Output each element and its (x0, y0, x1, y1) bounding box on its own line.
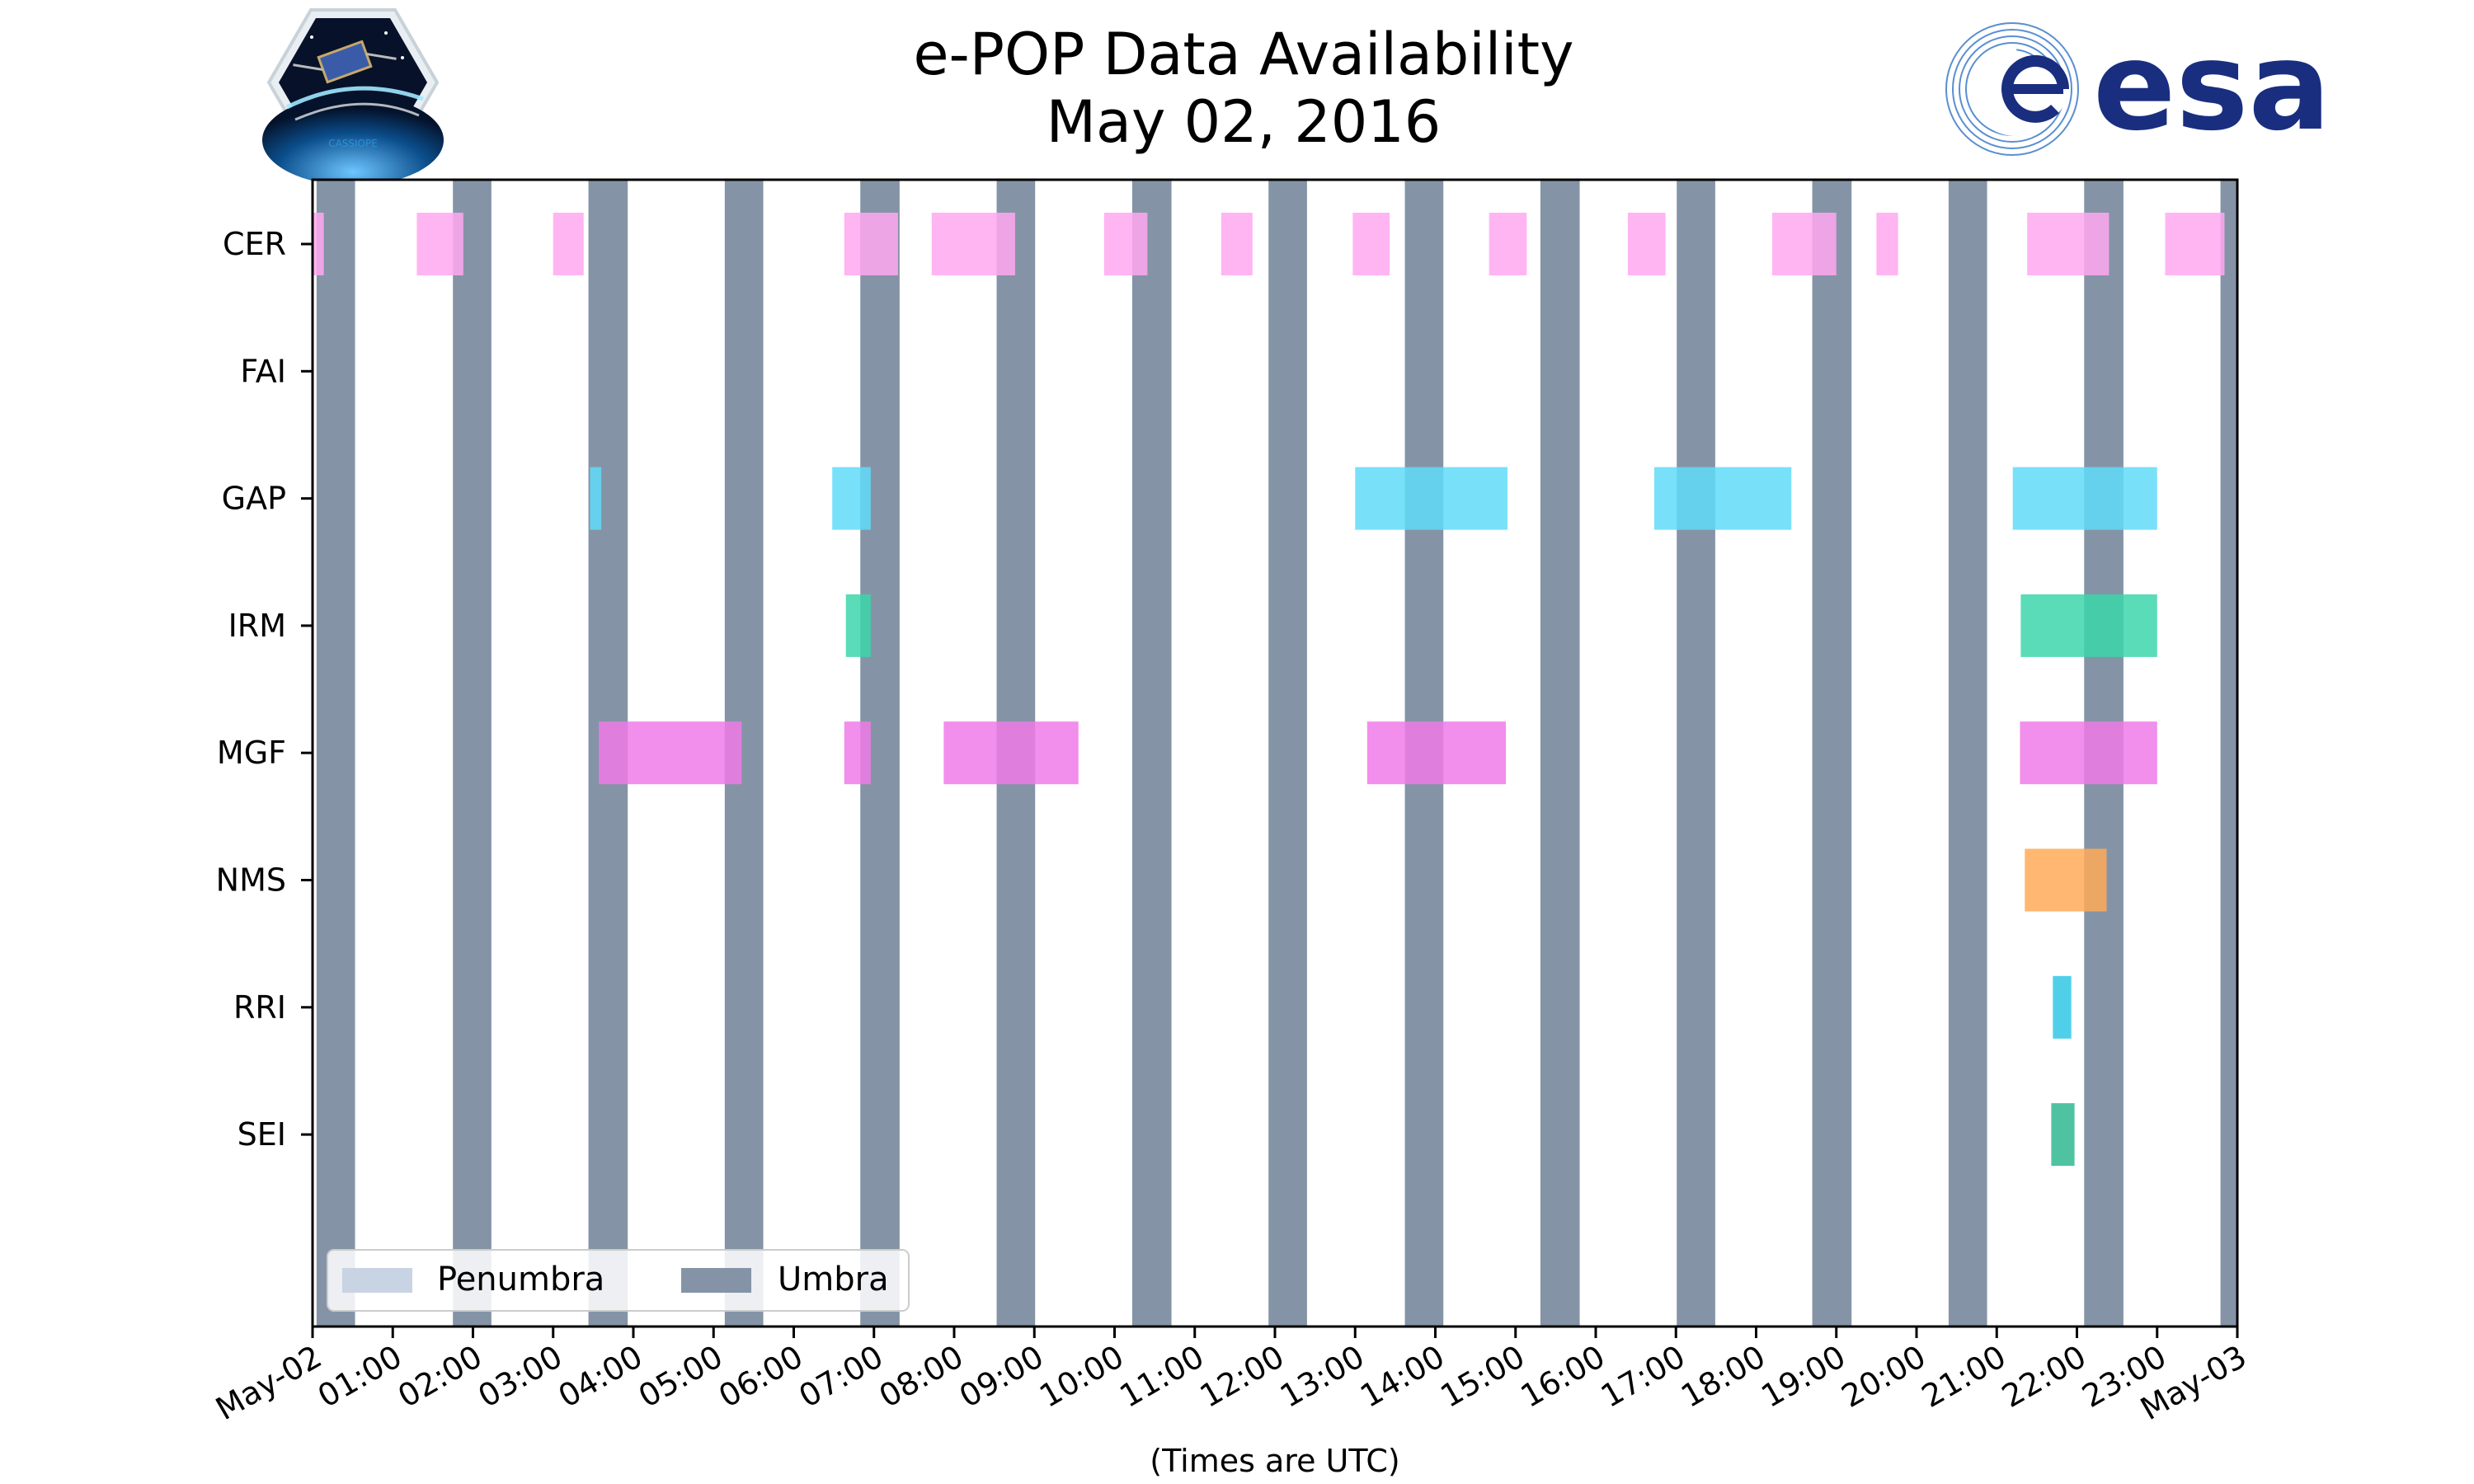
umbra-band (2220, 180, 2237, 1327)
data-bar-cer (313, 213, 324, 275)
y-tick-label: MGF (217, 735, 286, 771)
y-tick-label: SEI (238, 1116, 286, 1153)
data-bar-irm (2020, 594, 2157, 657)
data-bar-mgf (943, 721, 1079, 785)
data-bar-cer (1221, 213, 1253, 275)
legend: Penumbra Umbra (327, 1249, 910, 1312)
legend-umbra-label: Umbra (778, 1261, 889, 1298)
x-tick-label: 13:00 (1274, 1338, 1371, 1415)
y-tick-label: GAP (222, 481, 286, 517)
x-tick-label: 09:00 (953, 1338, 1050, 1415)
data-bar-cer (1876, 213, 1898, 275)
data-bar-cer (1771, 213, 1837, 275)
y-tick-label: CER (223, 226, 286, 262)
chart-title-line1: e-POP Data Availability (913, 21, 1573, 88)
x-tick-label: 21:00 (1916, 1338, 2012, 1415)
cassiope-logo-text: CASSIOPE (328, 138, 378, 149)
x-axis-label: (Times are UTC) (1150, 1443, 1399, 1479)
umbra-band (1948, 180, 1987, 1327)
esa-logo: esa (1945, 16, 2331, 157)
legend-penumbra-label: Penumbra (437, 1261, 604, 1298)
umbra-band (1268, 180, 1307, 1327)
data-bar-cer (416, 213, 463, 275)
legend-penumbra-swatch (342, 1268, 412, 1293)
data-bar-rri (2053, 975, 2072, 1039)
data-bar-cer (1489, 213, 1527, 275)
x-tick-label: 17:00 (1595, 1338, 1691, 1415)
legend-umbra-swatch (681, 1268, 751, 1293)
x-tick-label: 14:00 (1354, 1338, 1451, 1415)
x-tick-label: 18:00 (1675, 1338, 1771, 1415)
x-tick-label: 07:00 (793, 1338, 889, 1415)
umbra-band (1677, 180, 1715, 1327)
x-tick-label: 22:00 (1996, 1338, 2092, 1415)
x-tick-label: 20:00 (1836, 1338, 1932, 1415)
x-tick-label: 12:00 (1194, 1338, 1291, 1415)
data-bar-nms (2025, 848, 2107, 912)
data-bar-cer (1103, 213, 1148, 275)
esa-logo-text: esa (2093, 16, 2331, 157)
legend-box (327, 1249, 910, 1312)
data-bar-gap (1355, 467, 1508, 530)
y-tick-label: RRI (233, 989, 286, 1026)
chart-title-line2: May 02, 2016 (1047, 88, 1442, 156)
data-bar-gap (2012, 467, 2157, 530)
umbra-band (1131, 180, 1172, 1327)
data-bar-cer (553, 213, 584, 275)
x-tick-label: May-02 (209, 1338, 327, 1427)
x-tick-label: 05:00 (633, 1338, 729, 1415)
x-tick-label: 02:00 (392, 1338, 488, 1415)
data-bar-gap (1653, 467, 1792, 530)
data-bar-mgf (1366, 721, 1507, 785)
umbra-band (1540, 180, 1580, 1327)
esa-swirl-icon (1945, 22, 2079, 156)
x-tick-label: 16:00 (1515, 1338, 1611, 1415)
umbra-band (453, 180, 492, 1327)
data-bar-cer (844, 213, 898, 275)
data-bar-cer (2165, 213, 2225, 275)
x-tick-label: 10:00 (1033, 1338, 1130, 1415)
cassiope-mission-logo: CASSIOPE (262, 8, 444, 186)
data-bar-cer (1352, 213, 1390, 275)
y-tick-label: IRM (228, 608, 286, 644)
data-bar-cer (1627, 213, 1666, 275)
y-tick-label: NMS (216, 862, 286, 899)
data-bar-gap (832, 467, 871, 530)
data-bar-cer (2027, 213, 2109, 275)
data-bar-mgf (844, 721, 871, 785)
data-bar-gap (590, 467, 602, 530)
y-tick-label: FAI (240, 353, 286, 389)
plot-area: CER FAI GAP IRM MGF NMS RRI SEI May-0201:0002:00… (209, 178, 2253, 1479)
x-tick-label: 19:00 (1755, 1338, 1851, 1415)
data-bar-mgf (2020, 721, 2157, 785)
x-tick-label: 15:00 (1434, 1338, 1531, 1415)
x-tick-label: 08:00 (873, 1338, 970, 1415)
x-tick-label: 04:00 (553, 1338, 649, 1415)
x-tick-label: 11:00 (1113, 1338, 1210, 1415)
data-bar-cer (931, 213, 1015, 275)
data-bar-mgf (599, 721, 742, 785)
x-tick-label: 01:00 (312, 1338, 408, 1415)
x-tick-label: 06:00 (713, 1338, 809, 1415)
data-bar-sei (2051, 1103, 2075, 1167)
umbra-band (1812, 180, 1852, 1327)
x-tick-label: 03:00 (472, 1338, 568, 1415)
data-bar-irm (845, 594, 871, 657)
umbra-band (316, 180, 355, 1327)
